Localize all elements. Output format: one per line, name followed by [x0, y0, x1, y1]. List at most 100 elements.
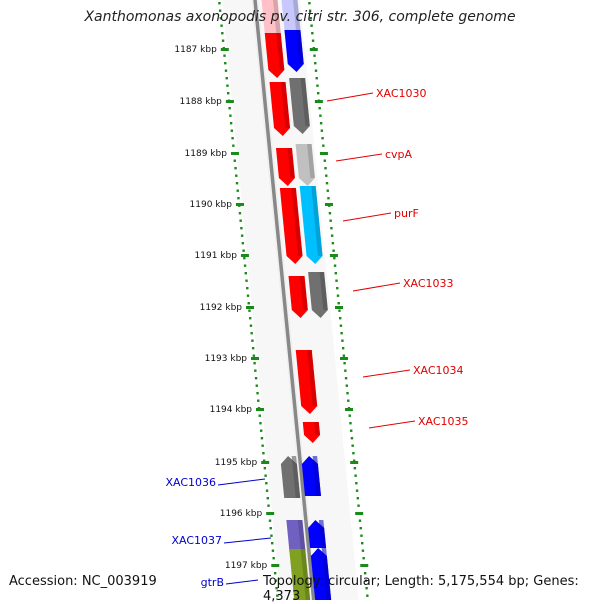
ruler-dot	[251, 347, 255, 350]
ruler-dot	[349, 422, 352, 425]
ruler-dot	[260, 437, 264, 440]
ruler-dot	[274, 579, 278, 582]
ruler-dot	[310, 24, 313, 27]
ruler-dot	[361, 542, 364, 545]
ruler-dot	[325, 182, 329, 185]
gene-olive	[289, 549, 311, 600]
gene-red-4-shade	[291, 188, 303, 256]
kbp-label: 1196 kbp	[220, 509, 263, 519]
ruler-dot	[270, 534, 273, 537]
ruler-tick	[335, 306, 344, 309]
gene-blue-top-shade	[295, 30, 304, 64]
ruler-dot	[333, 257, 336, 260]
gene-label-gtrb[interactable]: gtrB	[201, 576, 224, 589]
ruler-dot	[308, 2, 311, 5]
gene-blue-top	[284, 30, 304, 72]
gene-lavender-shade	[293, 0, 301, 30]
gene-label-xac1033[interactable]: XAC1033	[403, 277, 454, 290]
gene-label-xac1037[interactable]: XAC1037	[171, 534, 222, 547]
ruler-dot	[251, 339, 254, 342]
gene-pink-shade	[273, 0, 281, 33]
ruler-dot	[343, 362, 346, 365]
leader-line	[362, 369, 411, 378]
ruler-dot	[350, 437, 354, 440]
gene-gray-2	[308, 272, 328, 318]
ruler-dot	[240, 227, 243, 230]
gene-red-1-shade	[276, 33, 285, 70]
ruler-dot	[260, 429, 263, 432]
ruler-dot	[332, 249, 335, 252]
ruler-dot	[309, 17, 313, 20]
kbp-label: 1195 kbp	[215, 458, 258, 468]
ruler-dot	[363, 572, 367, 575]
ruler-dot	[347, 399, 350, 402]
ruler-tick	[251, 357, 260, 360]
ruler-dot	[336, 294, 340, 297]
ruler-dot	[226, 92, 230, 95]
ruler-dot	[314, 62, 317, 65]
gene-label-xac1030[interactable]: XAC1030	[376, 87, 427, 100]
ruler-dot	[268, 519, 272, 522]
ruler-tick	[271, 564, 280, 567]
gene-red-7	[302, 422, 321, 443]
gene-purple-shade	[297, 520, 306, 552]
track-bands	[222, 0, 359, 600]
gene-label-xac1036[interactable]: XAC1036	[165, 476, 216, 489]
gene-red-2-shade	[281, 82, 291, 128]
kbp-label: 1190 kbp	[190, 200, 233, 210]
ruler-dot	[267, 504, 270, 507]
ruler-dot	[223, 54, 226, 57]
ruler-tick	[360, 564, 369, 567]
ruler-tick	[240, 254, 249, 257]
kbp-label: 1193 kbp	[205, 354, 248, 364]
ruler-dot	[253, 362, 256, 365]
ruler-dot	[256, 392, 259, 395]
leader-line	[223, 537, 272, 544]
leader-line	[342, 212, 392, 222]
ruler-tick	[309, 48, 318, 51]
ruler-dot	[252, 354, 256, 357]
ruler-dot	[237, 197, 240, 200]
ruler-ticks	[220, 48, 369, 567]
ruler-dot	[228, 107, 231, 110]
leader-line	[217, 478, 266, 486]
ruler-dot	[314, 69, 318, 72]
gene-blue-rev-1-shade	[312, 456, 322, 496]
ruler-tick	[261, 461, 270, 464]
gene-blue-rev-1	[301, 456, 322, 496]
ruler-dot	[321, 137, 324, 140]
ruler-dot	[241, 242, 245, 245]
ruler-dot	[264, 474, 267, 477]
ruler-dot	[319, 114, 322, 117]
ruler-dot	[308, 9, 312, 12]
ruler-dot	[269, 527, 272, 530]
ruler-dot	[243, 257, 246, 260]
gene-red-3	[275, 148, 295, 186]
gene-cyan	[299, 186, 323, 264]
ruler-dot	[235, 174, 238, 177]
accession-text: Accession: NC_003919	[9, 574, 157, 589]
gene-red-6-shade	[307, 350, 318, 406]
ruler-tick	[246, 306, 255, 309]
gene-gray-1-shade	[300, 78, 310, 126]
ruler-dot	[248, 309, 251, 312]
ruler-dot	[333, 264, 337, 267]
gene-label-xac1034[interactable]: XAC1034	[413, 364, 464, 377]
ruler-dot	[275, 587, 278, 590]
gene-label-leaders	[217, 92, 416, 585]
ruler-dot	[250, 332, 253, 335]
gene-label-xac1035[interactable]: XAC1035	[418, 415, 469, 428]
gene-blue-rev-3-shade	[321, 548, 332, 600]
kbp-label: 1197 kbp	[225, 561, 268, 571]
gene-label-purf[interactable]: purF	[394, 207, 419, 220]
ruler-dot	[233, 159, 236, 162]
backbone-line	[253, 0, 316, 601]
ruler-dot	[311, 32, 314, 35]
ruler-dot	[231, 137, 234, 140]
ruler-dot	[311, 39, 315, 42]
genome-backbone	[251, 0, 318, 601]
ruler-dot	[249, 324, 253, 327]
ruler-dot	[344, 377, 348, 380]
ruler-tick	[324, 203, 333, 206]
gene-label-cvpa[interactable]: cvpA	[385, 148, 413, 161]
